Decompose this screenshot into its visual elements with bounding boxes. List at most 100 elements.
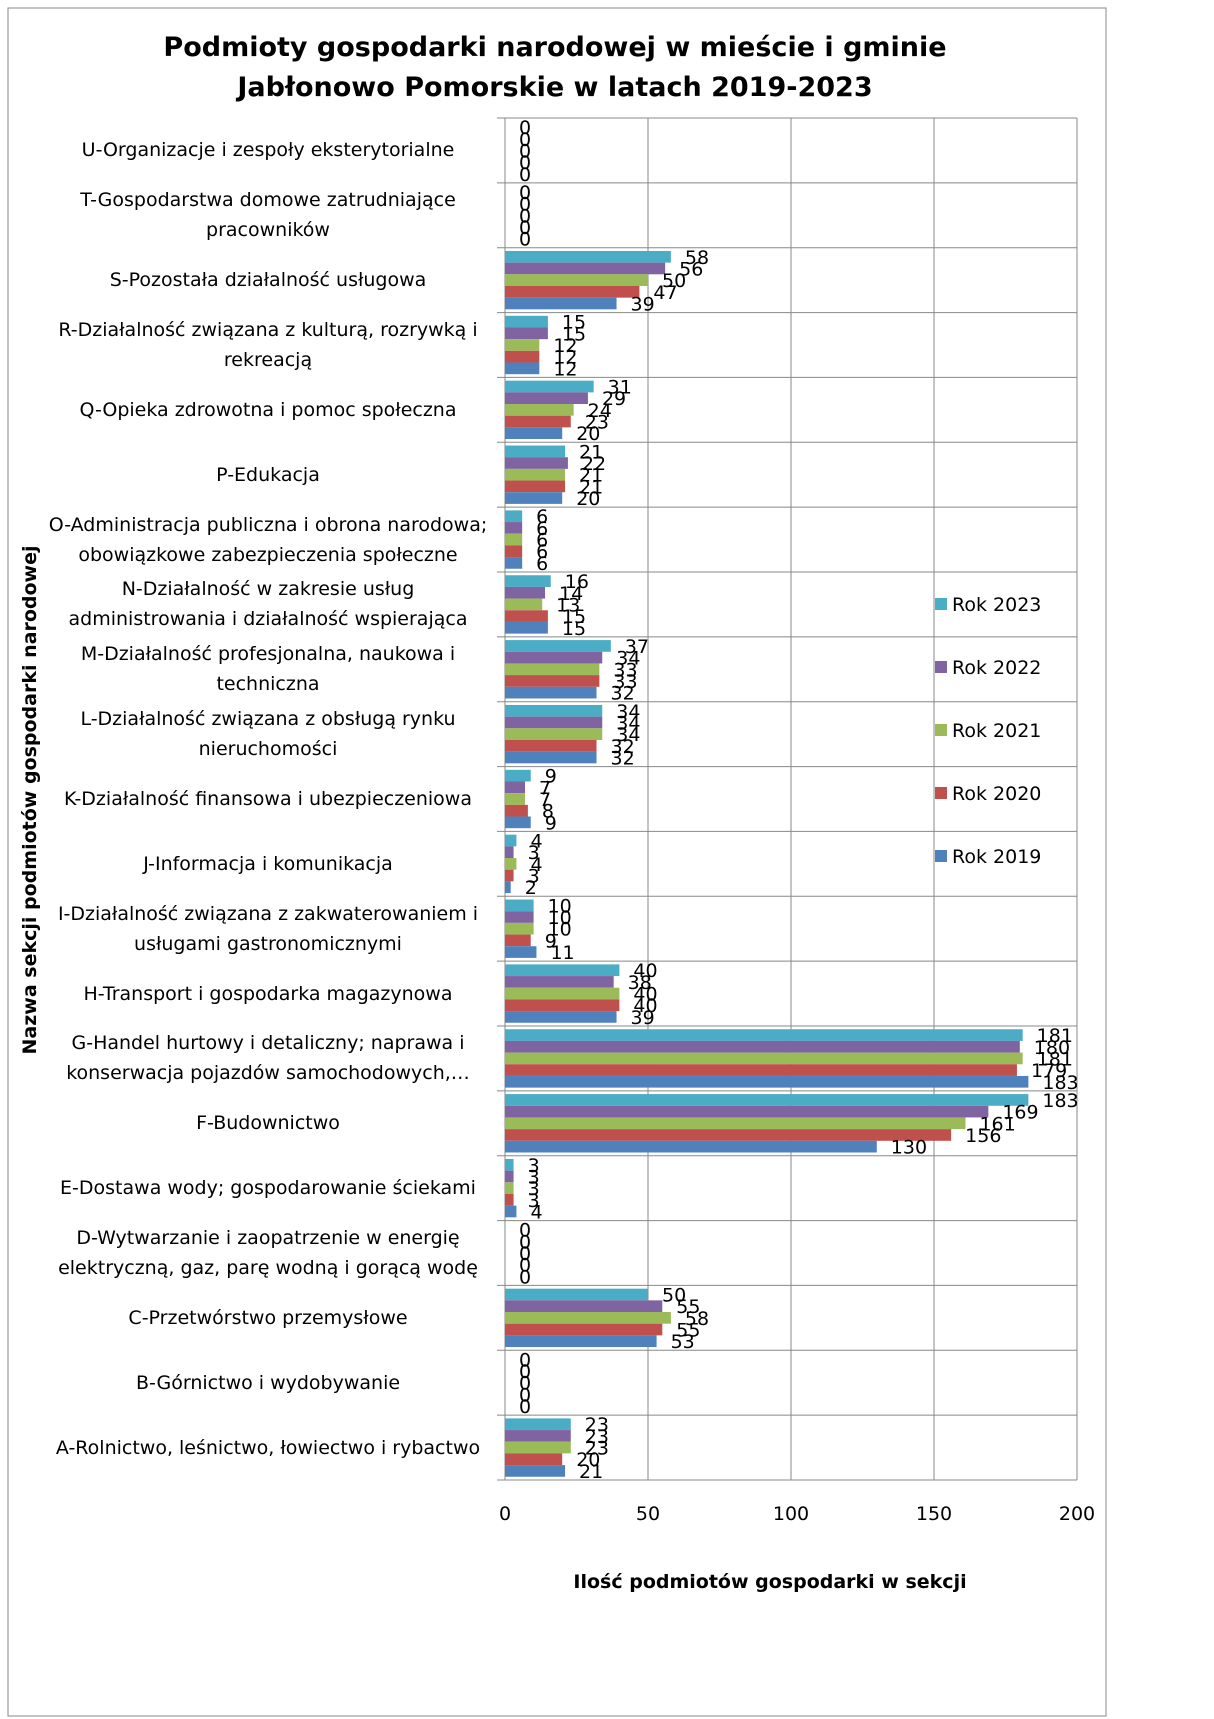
data-label: 6	[536, 530, 548, 552]
bar	[505, 327, 548, 340]
legend-swatch	[935, 850, 947, 862]
legend-label: Rok 2020	[952, 783, 1041, 805]
data-label: 0	[519, 1396, 531, 1418]
bar	[505, 976, 614, 988]
data-label: 40	[633, 984, 657, 1006]
data-label: 181	[1037, 1025, 1073, 1047]
bar	[505, 285, 640, 298]
bar	[505, 686, 597, 699]
data-label: 3	[528, 1155, 540, 1177]
data-label: 0	[519, 1373, 531, 1395]
data-label: 21	[579, 465, 603, 487]
data-label: 161	[979, 1113, 1015, 1135]
bar	[505, 716, 603, 729]
bar	[505, 274, 648, 286]
data-label: 23	[585, 1414, 609, 1436]
bar	[505, 1052, 1023, 1065]
bar	[505, 1323, 663, 1336]
data-label: 21	[579, 441, 603, 463]
y-tick-label: N-Działalność w zakresie usług administr…	[68, 578, 468, 631]
bar	[505, 640, 611, 652]
bar	[505, 869, 514, 882]
bar	[505, 427, 563, 440]
data-label: 0	[519, 205, 531, 227]
x-axis-title: Ilość podmiotów gospodarki w sekcji	[573, 1571, 966, 1593]
data-label: 23	[585, 1426, 609, 1448]
bar	[505, 1105, 989, 1118]
bar	[505, 1075, 1029, 1088]
bar	[505, 1453, 563, 1466]
bar	[505, 1300, 663, 1313]
bar	[505, 1418, 571, 1431]
bar	[505, 1205, 517, 1218]
data-label: 3	[528, 1190, 540, 1212]
data-label: 39	[631, 1007, 655, 1029]
data-label: 23	[585, 412, 609, 434]
data-label: 15	[562, 323, 586, 345]
data-label: 0	[519, 229, 531, 251]
data-label: 58	[685, 1308, 709, 1330]
data-label: 0	[519, 1243, 531, 1265]
data-label: 10	[548, 907, 572, 929]
bar	[505, 793, 526, 805]
data-label: 183	[1042, 1072, 1078, 1094]
bar	[505, 522, 523, 534]
data-label: 4	[530, 831, 542, 853]
bar	[505, 557, 523, 569]
data-label: 38	[628, 972, 652, 994]
chart-frame	[7, 7, 1107, 1717]
x-tick-label: 0	[499, 1503, 511, 1525]
y-tick-label: R-Działalność związana z kulturą, rozryw…	[58, 319, 478, 371]
y-tick-label: C-Przetwórstwo przemysłowe	[128, 1306, 408, 1329]
data-label: 3	[528, 1166, 540, 1188]
data-label: 15	[562, 312, 586, 334]
legend-swatch	[935, 661, 947, 673]
data-label: 56	[679, 258, 703, 280]
data-label: 34	[616, 648, 640, 670]
y-tick-label: O-Administracja publiczna i obrona narod…	[48, 513, 488, 566]
bar	[505, 946, 537, 958]
data-label: 9	[545, 766, 557, 788]
bar	[505, 350, 540, 363]
data-label: 12	[553, 335, 577, 357]
data-label: 40	[633, 960, 657, 982]
data-label: 6	[536, 541, 548, 563]
data-label: 8	[542, 801, 554, 823]
bar	[505, 1288, 648, 1301]
data-label: 32	[611, 683, 635, 705]
y-tick-label: I-Działalność związana z zakwaterowaniem…	[57, 902, 479, 955]
data-label: 50	[662, 270, 686, 292]
bar	[505, 262, 666, 275]
data-label: 10	[548, 919, 572, 941]
data-label: 0	[519, 217, 531, 239]
bar	[505, 250, 671, 263]
y-tick-label: H-Transport i gospodarka magazynowa	[83, 982, 453, 1005]
data-label: 12	[553, 347, 577, 369]
bar	[505, 1129, 952, 1141]
bar	[505, 1335, 657, 1348]
bar	[505, 468, 566, 481]
bar	[505, 1312, 671, 1324]
bar	[505, 1011, 617, 1023]
data-label: 179	[1031, 1060, 1067, 1082]
legend-label: Rok 2021	[952, 720, 1041, 742]
data-label: 0	[519, 1220, 531, 1242]
data-label: 9	[545, 812, 557, 834]
data-label: 20	[576, 488, 600, 510]
bar	[505, 1094, 1029, 1106]
data-label: 12	[553, 358, 577, 380]
data-label: 14	[559, 583, 583, 605]
data-label: 183	[1042, 1090, 1078, 1112]
x-tick-label: 50	[636, 1503, 660, 1525]
bar	[505, 1158, 514, 1171]
data-label: 7	[539, 777, 551, 799]
data-label: 180	[1034, 1037, 1070, 1059]
legend-label: Rok 2019	[952, 846, 1041, 868]
bar	[505, 1193, 514, 1206]
bar	[505, 621, 548, 634]
bar	[505, 1140, 877, 1153]
bar	[505, 1064, 1017, 1076]
bar	[505, 445, 566, 458]
data-label: 23	[585, 1438, 609, 1460]
